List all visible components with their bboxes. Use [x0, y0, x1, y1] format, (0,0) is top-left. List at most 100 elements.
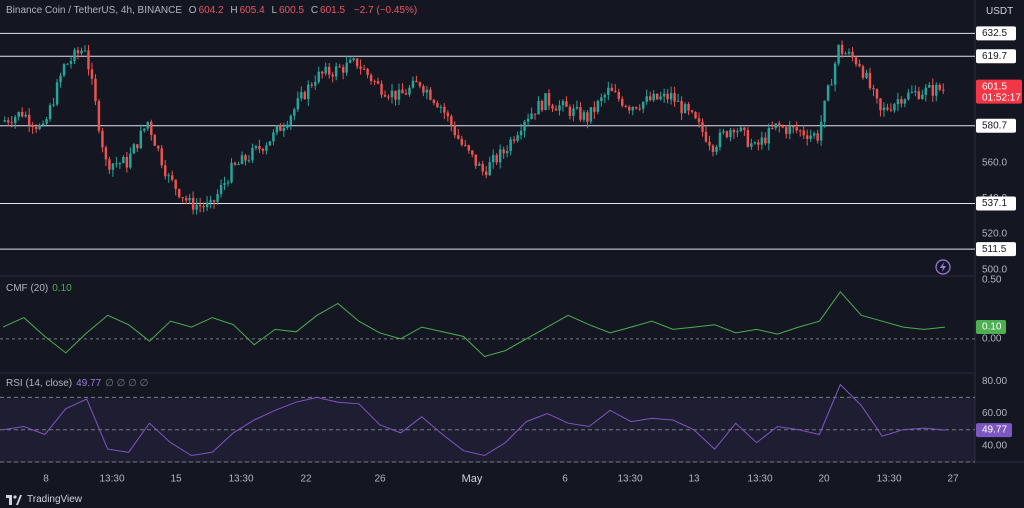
- rsi-badge-label: 49.77: [982, 425, 1007, 436]
- candle-body: [471, 150, 474, 155]
- candle-body: [736, 131, 739, 133]
- candle-body: [725, 131, 729, 138]
- candle-body: [586, 112, 589, 122]
- candle-body: [275, 125, 279, 133]
- candle-body: [464, 144, 467, 146]
- candle-body: [373, 80, 376, 82]
- candle-body: [233, 162, 237, 165]
- candle-body: [104, 147, 108, 160]
- candle-body: [526, 118, 530, 122]
- tradingview-brand[interactable]: TradingView: [6, 494, 82, 505]
- candle-body: [314, 81, 317, 86]
- candle-body: [34, 127, 38, 130]
- level-badge: [976, 118, 1016, 133]
- candle-body: [711, 145, 715, 152]
- candle-body: [352, 58, 355, 60]
- candle-body: [896, 99, 900, 105]
- candle-body: [478, 163, 481, 166]
- candle-body: [589, 107, 593, 122]
- candle-body: [568, 106, 572, 116]
- candle-body: [680, 100, 683, 114]
- candle-body: [558, 105, 561, 111]
- candle-body: [935, 84, 938, 96]
- candle-body: [659, 96, 662, 100]
- candle-body: [202, 206, 205, 208]
- candle-body: [219, 184, 223, 194]
- candle-body: [635, 106, 638, 109]
- candle-body: [757, 142, 760, 145]
- candle-body: [83, 50, 87, 52]
- candle-body: [45, 119, 48, 124]
- candle-body: [13, 116, 17, 124]
- candle-body: [823, 100, 826, 122]
- candle-body: [879, 98, 882, 111]
- candle-body: [268, 141, 272, 146]
- candle-body: [572, 108, 575, 116]
- price-tick-label: 520.0: [982, 229, 1007, 240]
- candle-body: [837, 44, 840, 64]
- candle-body: [575, 106, 579, 109]
- candle-body: [875, 89, 879, 99]
- candle-body: [296, 98, 300, 110]
- candle-body: [59, 75, 62, 83]
- candle-body: [523, 121, 526, 131]
- time-tick-label: May: [462, 473, 483, 485]
- candle-body: [655, 93, 659, 100]
- candle-body: [785, 127, 788, 134]
- candle-body: [582, 112, 586, 120]
- candle-body: [52, 104, 55, 106]
- candle-body: [872, 88, 875, 90]
- candle-body: [942, 89, 945, 91]
- candle-body: [390, 90, 394, 98]
- last-price-label: 601.5: [982, 81, 1007, 92]
- candle-body: [847, 51, 851, 54]
- time-tick-label: 6: [562, 474, 568, 485]
- candle-body: [530, 113, 533, 119]
- candle-body: [809, 135, 812, 139]
- rsi-tick-label: 40.00: [982, 440, 1007, 451]
- candle-body: [300, 92, 303, 99]
- candle-body: [732, 129, 736, 133]
- candle-body: [261, 148, 265, 151]
- price-tick-label: 560.0: [982, 157, 1007, 168]
- cmf-title-text: CMF (20): [6, 283, 49, 294]
- candle-body: [90, 69, 94, 79]
- candle-body: [341, 67, 345, 73]
- candle-body: [662, 93, 666, 97]
- candle-body: [816, 133, 819, 141]
- candle-body: [450, 116, 453, 126]
- candle-body: [303, 92, 307, 100]
- candle-body: [237, 164, 240, 166]
- candle-body: [387, 96, 390, 98]
- candle-body: [931, 85, 935, 96]
- candle-body: [411, 80, 415, 88]
- time-tick-label: 13:30: [99, 474, 124, 485]
- level-badge-label: 511.5: [982, 244, 1007, 255]
- candle-body: [422, 86, 425, 93]
- candle-body: [907, 92, 910, 100]
- level-badge: [976, 26, 1016, 41]
- candle-body: [551, 105, 554, 109]
- cmf-tick-label: 0.50: [982, 275, 1002, 286]
- candle-body: [690, 110, 694, 113]
- candle-body: [125, 157, 129, 168]
- candle-body: [781, 126, 784, 128]
- candle-body: [436, 102, 439, 108]
- candle-body: [802, 130, 805, 136]
- high-value: 605.4: [239, 5, 265, 16]
- candle-body: [910, 91, 914, 93]
- level-badge: [976, 49, 1016, 64]
- candle-body: [638, 108, 641, 110]
- candle-body: [631, 106, 634, 111]
- candle-body: [718, 132, 722, 147]
- candle-body: [80, 50, 83, 54]
- candle-body: [97, 101, 101, 131]
- candle-body: [87, 50, 90, 70]
- candle-body: [771, 127, 774, 129]
- candle-body: [484, 171, 488, 176]
- candle-body: [432, 99, 436, 103]
- tradingview-label: TradingView: [27, 494, 83, 505]
- currency-label[interactable]: USDT: [986, 6, 1014, 17]
- symbol-title: Binance Coin / TetherUS, 4h, BINANCE: [6, 5, 183, 16]
